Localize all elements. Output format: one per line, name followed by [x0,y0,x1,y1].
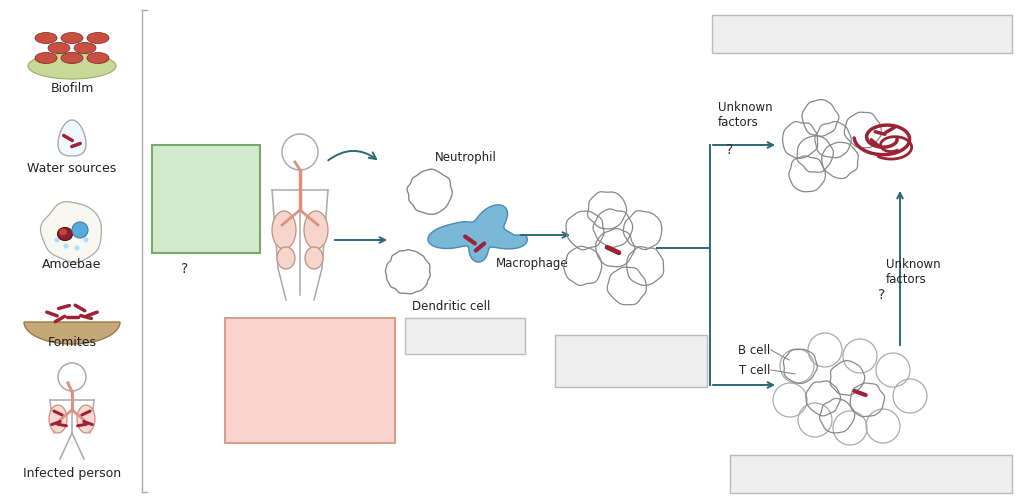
Ellipse shape [272,211,296,249]
Ellipse shape [61,52,83,63]
Ellipse shape [49,405,67,433]
Text: Recruitment of adaptive immune
cells and containment of infection: Recruitment of adaptive immune cells and… [770,460,972,488]
FancyBboxPatch shape [406,318,525,354]
Ellipse shape [304,211,328,249]
Text: Infected person: Infected person [23,467,121,480]
Circle shape [72,222,88,238]
Circle shape [63,243,69,248]
Ellipse shape [48,42,70,53]
Text: Possible: Possible [158,153,206,166]
Ellipse shape [305,247,323,269]
Text: M. abscessus: M. abscessus [158,181,237,194]
FancyBboxPatch shape [555,335,707,387]
Text: infection in: infection in [158,195,224,208]
Ellipse shape [59,228,67,235]
Text: Smooth-to-rough transition,
granuloma breakdown and cording: Smooth-to-rough transition, granuloma br… [759,20,966,48]
Text: Water sources: Water sources [28,162,117,175]
Text: Recruitment of
immune cells and
granuloma formation: Recruitment of immune cells and granulom… [568,340,693,382]
Text: Neutrophil: Neutrophil [435,151,497,164]
Text: B cell: B cell [737,344,770,357]
Ellipse shape [278,247,295,269]
Ellipse shape [35,52,57,63]
Text: Amoebae: Amoebae [42,258,101,271]
Text: ?: ? [878,288,886,302]
Text: Unknown
factors: Unknown factors [718,101,773,129]
Ellipse shape [77,405,95,433]
Text: Unknown
factors: Unknown factors [886,258,941,286]
Ellipse shape [87,33,109,43]
Text: ?: ? [726,143,733,157]
Text: Fomites: Fomites [47,336,96,349]
Circle shape [84,237,88,242]
Text: Innate immune
response: Innate immune response [420,322,510,350]
FancyBboxPatch shape [225,318,395,443]
FancyBboxPatch shape [730,455,1012,493]
Text: Dendritic cell: Dendritic cell [412,300,490,313]
Ellipse shape [61,33,83,43]
Polygon shape [428,205,527,262]
Ellipse shape [74,42,96,53]
Ellipse shape [35,33,57,43]
Text: Biofilm: Biofilm [50,82,93,95]
Text: T cell: T cell [738,364,770,377]
Ellipse shape [87,52,109,63]
Polygon shape [58,120,86,156]
Polygon shape [41,202,101,263]
FancyBboxPatch shape [152,145,260,253]
Text: humans: humans [158,209,206,222]
Text: sources of: sources of [158,167,218,180]
Text: • Genetic disorders
• Lung disease and
  structural abnormalities
• Co-infection: • Genetic disorders • Lung disease and s… [233,342,374,398]
Text: ?: ? [181,262,188,276]
Circle shape [75,245,80,250]
Text: Macrophage: Macrophage [496,257,568,270]
Circle shape [54,237,59,242]
Ellipse shape [57,227,73,240]
Ellipse shape [28,53,116,79]
Text: Host risk factors: Host risk factors [233,326,343,339]
Polygon shape [24,322,120,344]
FancyBboxPatch shape [712,15,1012,53]
